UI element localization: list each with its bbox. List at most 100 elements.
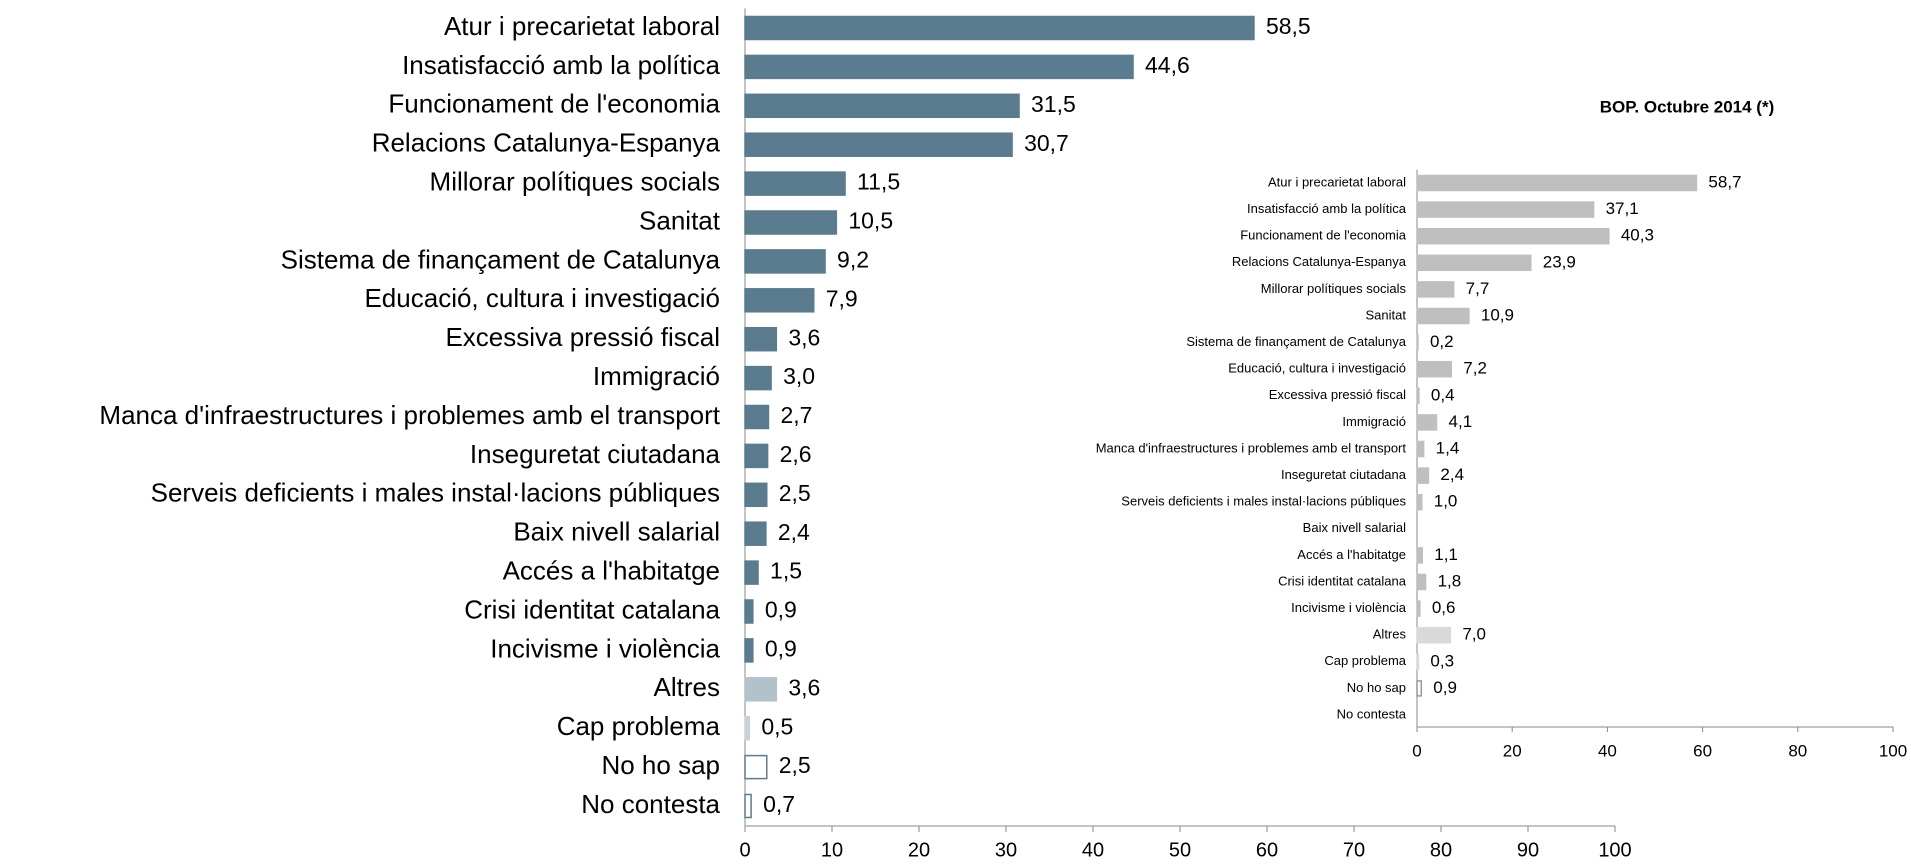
category-label: Baix nivell salarial [513,517,720,547]
bar [1416,334,1419,351]
bar [1416,440,1425,458]
value-label: 31,5 [1031,91,1076,117]
category-label: Crisi identitat catalana [1278,573,1407,588]
bar [744,599,754,624]
category-label: Sistema de finançament de Catalunya [281,244,721,274]
bar [1416,493,1423,511]
value-label: 7,2 [1463,359,1487,378]
category-label: Atur i precarietat laboral [1268,174,1406,189]
value-label: 2,4 [1440,465,1464,484]
category-label: Cap problema [1324,653,1406,668]
value-label: 7,9 [826,285,858,311]
value-label: 1,0 [1434,492,1458,511]
category-label: Incivisme i violència [490,633,720,663]
value-label: 0,3 [1430,651,1454,670]
category-label: Altres [654,672,720,702]
x-tick-label: 0 [1412,741,1421,760]
bar [1416,174,1698,192]
bar [744,210,838,235]
x-tick-label: 90 [1517,839,1539,861]
x-tick-label: 40 [1598,741,1617,760]
x-tick-label: 60 [1256,839,1278,861]
bar [1416,653,1420,671]
x-tick-label: 50 [1169,839,1191,861]
x-tick-label: 80 [1430,839,1452,861]
value-label: 23,9 [1543,252,1576,271]
category-label: Manca d'infraestructures i problemes amb… [99,400,720,430]
value-label: 1,5 [770,558,802,584]
x-tick-label: 10 [821,839,843,861]
value-label: 10,5 [848,208,893,234]
category-label: Millorar polítiques socials [430,166,720,196]
category-label: Accés a l'habitatge [503,555,720,585]
bar [1416,414,1438,431]
value-label: 0,7 [763,791,795,817]
x-tick-label: 100 [1879,741,1907,760]
bar [744,249,826,274]
category-label: Baix nivell salarial [1303,520,1406,535]
value-label: 2,5 [779,480,811,506]
category-label: Cap problema [557,711,721,741]
value-label: 3,0 [783,363,815,389]
bar [1416,467,1430,484]
value-label: 0,2 [1430,332,1454,351]
x-tick-label: 20 [908,839,930,861]
value-label: 44,6 [1145,52,1190,78]
x-tick-label: 30 [995,839,1017,861]
category-label: Inseguretat ciutadana [1281,467,1407,482]
category-label: Insatisfacció amb la política [1247,201,1407,216]
value-label: 7,7 [1466,279,1490,298]
value-label: 0,4 [1431,385,1455,404]
value-label: 1,8 [1438,571,1462,590]
bar [744,288,815,313]
category-label: Sanitat [1366,307,1407,322]
category-label: No contesta [581,789,720,819]
value-label: 40,3 [1621,226,1654,245]
category-label: No contesta [1337,706,1407,721]
value-label: 58,7 [1708,172,1741,191]
value-label: 0,6 [1432,598,1456,617]
category-label: Insatisfacció amb la política [402,50,720,80]
bar [1416,600,1421,617]
category-label: Relacions Catalunya-Espanya [1232,254,1407,269]
value-label: 3,6 [788,324,820,350]
category-label: Manca d'infraestructures i problemes amb… [1096,440,1407,455]
bar [744,521,767,546]
value-label: 11,5 [857,169,900,195]
category-label: Millorar polítiques socials [1261,281,1407,296]
category-label: Crisi identitat catalana [464,594,720,624]
category-label: Immigració [593,361,720,391]
x-tick-label: 60 [1693,741,1712,760]
value-label: 4,1 [1449,412,1473,431]
value-label: 2,5 [779,752,811,778]
bar [744,93,1020,119]
value-label: 37,1 [1606,199,1639,218]
bar [744,793,752,819]
value-label: 0,5 [761,713,793,739]
bar [1416,573,1427,591]
bar [1416,626,1452,644]
category-label: Educació, cultura i investigació [1228,361,1406,376]
category-label: Sistema de finançament de Catalunya [1186,334,1406,349]
bar [1416,254,1532,272]
bar [1416,281,1455,298]
category-label: Sanitat [639,205,721,235]
bar [744,326,778,352]
category-label: Serveis deficients i males instal·lacion… [1121,494,1406,509]
category-label: Funcionament de l'economia [388,89,720,119]
x-tick-label: 100 [1598,839,1631,861]
category-label: Educació, cultura i investigació [364,283,720,313]
value-label: 9,2 [837,246,869,272]
bar [744,715,751,741]
category-label: Relacions Catalunya-Espanya [372,128,721,158]
value-label: 2,4 [778,519,810,545]
bar [744,560,759,585]
bar [744,754,768,780]
bar [1416,680,1423,697]
x-tick-label: 0 [739,839,750,861]
x-tick-label: 40 [1082,839,1104,861]
bar [744,171,846,196]
category-label: Incivisme i violència [1291,600,1407,615]
chart-title: BOP. Octubre 2014 (*) [1600,97,1774,116]
